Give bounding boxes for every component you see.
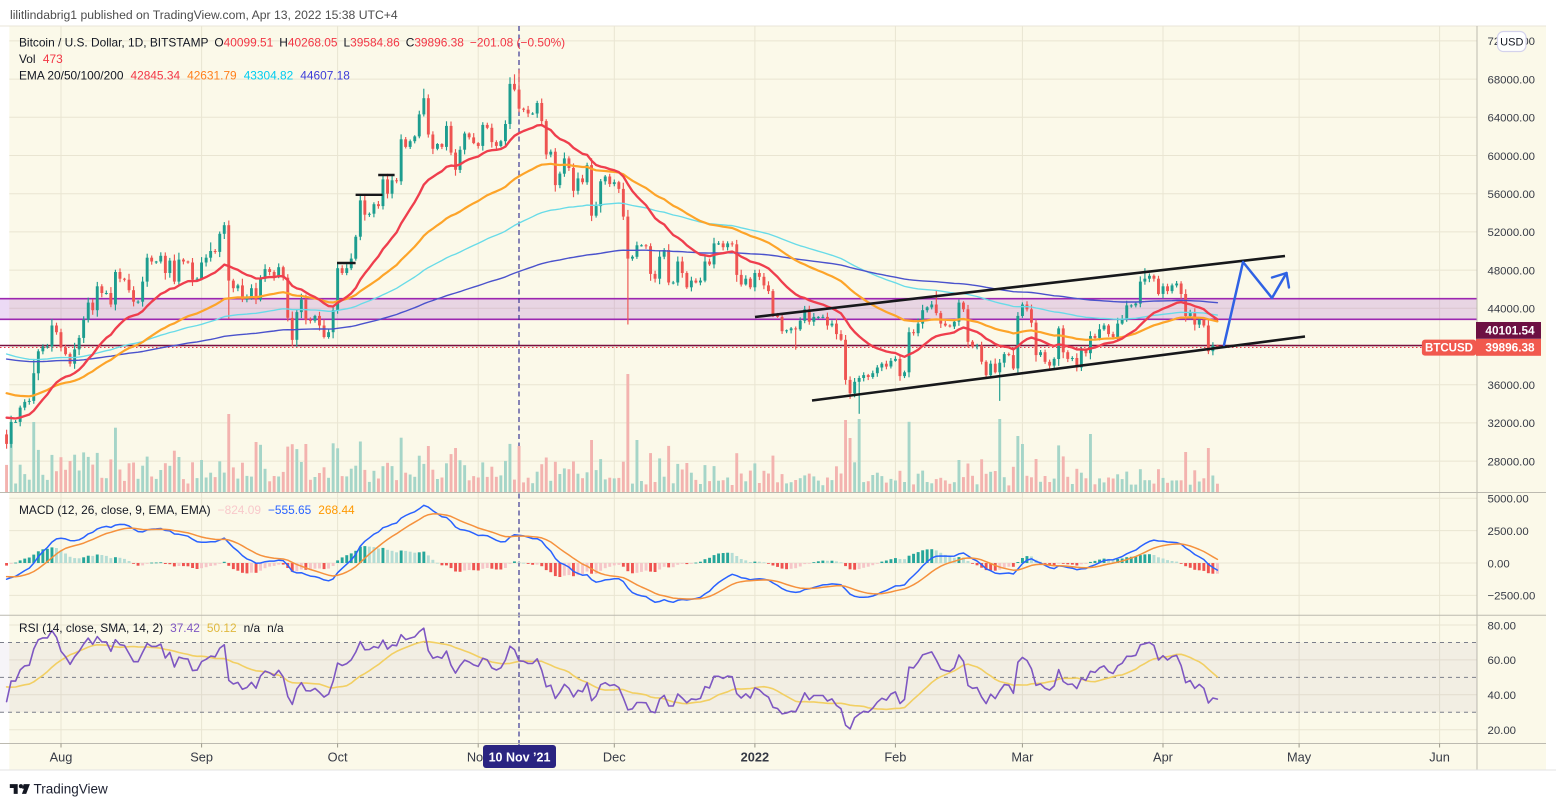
svg-text:28000.00: 28000.00 — [1488, 456, 1536, 468]
svg-text:Jun: Jun — [1429, 750, 1450, 765]
svg-text:20.00: 20.00 — [1488, 725, 1517, 737]
svg-text:RSI (14, close, SMA, 14, 2)37.: RSI (14, close, SMA, 14, 2) 37.42 50.12 n/a… — [19, 621, 284, 635]
svg-text:39896.38: 39896.38 — [1485, 341, 1535, 355]
svg-text:lilitlindabrig1 published on T: lilitlindabrig1 published on TradingView… — [10, 8, 398, 22]
svg-text:BTCUSD: BTCUSD — [1425, 342, 1473, 354]
svg-text:56000.00: 56000.00 — [1488, 189, 1536, 201]
svg-text:40101.54: 40101.54 — [1485, 324, 1535, 338]
svg-text:68000.00: 68000.00 — [1488, 74, 1536, 86]
svg-text:Sep: Sep — [190, 750, 213, 765]
svg-text:Feb: Feb — [884, 750, 906, 765]
svg-text:USD: USD — [1500, 37, 1523, 49]
svg-text:52000.00: 52000.00 — [1488, 227, 1536, 239]
svg-text:Bitcoin / U.S. Dollar, 1D, BIT: Bitcoin / U.S. Dollar, 1D, BITSTAMP O4009… — [19, 36, 565, 50]
svg-text:May: May — [1287, 750, 1312, 765]
svg-text:Apr: Apr — [1153, 750, 1174, 765]
svg-text:60000.00: 60000.00 — [1488, 151, 1536, 163]
svg-text:80.00: 80.00 — [1488, 620, 1517, 632]
svg-text:64000.00: 64000.00 — [1488, 113, 1536, 125]
svg-text:Mar: Mar — [1011, 750, 1034, 765]
svg-text:2022: 2022 — [741, 750, 769, 765]
svg-text:10 Nov ’21: 10 Nov ’21 — [489, 751, 551, 765]
svg-text:−2500.00: −2500.00 — [1488, 591, 1536, 603]
svg-text:60.00: 60.00 — [1488, 655, 1517, 667]
svg-text:Dec: Dec — [603, 750, 626, 765]
svg-text:2500.00: 2500.00 — [1488, 526, 1529, 538]
svg-text:32000.00: 32000.00 — [1488, 418, 1536, 430]
svg-text:36000.00: 36000.00 — [1488, 380, 1536, 392]
svg-text:40.00: 40.00 — [1488, 690, 1517, 702]
svg-text:MACD (12, 26, close, 9, EMA, E: MACD (12, 26, close, 9, EMA, EMA) −824.09… — [19, 503, 355, 517]
svg-text:Oct: Oct — [328, 750, 348, 765]
svg-text:48000.00: 48000.00 — [1488, 265, 1536, 277]
svg-text:Aug: Aug — [50, 750, 73, 765]
svg-text:TradingView: TradingView — [34, 782, 109, 797]
svg-text:44000.00: 44000.00 — [1488, 304, 1536, 316]
svg-text:0.00: 0.00 — [1488, 558, 1510, 570]
svg-text:5000.00: 5000.00 — [1488, 494, 1529, 506]
